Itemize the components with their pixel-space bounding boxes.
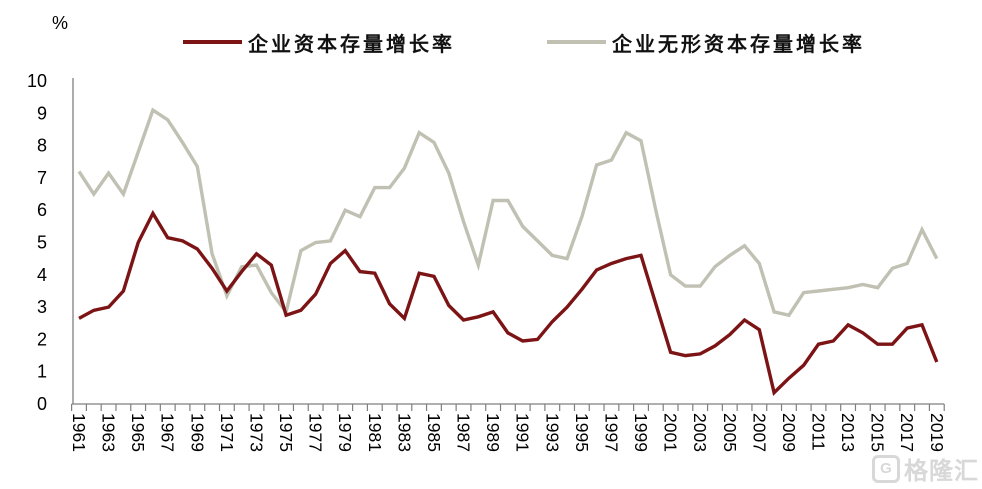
legend-label-capital-stock: 企业资本存量增长率 xyxy=(248,33,455,56)
series-line-capital-stock xyxy=(78,209,939,397)
x-axis-tick-label: 1987 xyxy=(454,413,474,452)
watermark-logo-icon: G xyxy=(872,454,900,483)
x-axis-tick-label: 2015 xyxy=(868,413,888,452)
x-axis-tick-label: 1973 xyxy=(246,413,266,452)
x-axis-tick-label: 1965 xyxy=(128,413,148,452)
y-axis-tick-label: 7 xyxy=(37,168,47,188)
y-axis-tick-label: 3 xyxy=(37,297,47,317)
legend: 企业资本存量增长率 企业无形资本存量增长率 xyxy=(0,26,982,58)
watermark-text: 格隆汇 xyxy=(904,458,979,485)
x-axis-tick-label: 1993 xyxy=(542,413,562,452)
x-axis-tick-label: 1983 xyxy=(394,413,414,452)
y-axis-tick-label: 6 xyxy=(37,200,47,220)
x-axis-tick-label: 2007 xyxy=(749,413,769,452)
x-axis-tick-label: 2017 xyxy=(897,413,917,452)
x-axis-tick-label: 1981 xyxy=(365,413,385,452)
y-axis-tick-label: 5 xyxy=(37,233,47,253)
x-axis-tick-label: 1967 xyxy=(158,413,178,452)
watermark: G 格隆汇 xyxy=(872,451,979,486)
y-axis-tick-label: 4 xyxy=(37,265,47,285)
x-axis-tick-label: 2009 xyxy=(779,413,799,452)
y-axis-tick-label: 8 xyxy=(37,136,47,156)
x-axis-tick-label: 1969 xyxy=(187,413,207,452)
legend-line-swatch-capital-stock xyxy=(183,40,242,44)
legend-label-intangible-capital-stock: 企业无形资本存量增长率 xyxy=(612,33,865,56)
x-axis-tick-label: 1999 xyxy=(631,413,651,452)
x-axis-tick-label: 1995 xyxy=(572,413,592,452)
x-axis-tick-label: 1975 xyxy=(276,413,296,452)
x-axis-tick-label: 1989 xyxy=(483,413,503,452)
x-axis-tick-label: 1991 xyxy=(513,413,533,452)
legend-item-capital-stock: 企业资本存量增长率 xyxy=(183,26,455,58)
legend-line-swatch-intangible-capital-stock xyxy=(547,40,606,44)
y-axis-tick-label: 2 xyxy=(37,329,47,349)
y-axis-unit-label: % xyxy=(52,13,69,33)
x-axis-tick-label: 1977 xyxy=(306,413,326,452)
x-axis-tick-label: 1961 xyxy=(69,413,89,452)
x-axis-tick-label: 2003 xyxy=(690,413,710,452)
y-axis-tick-label: 10 xyxy=(27,71,47,91)
series-line-intangible-capital-stock xyxy=(77,107,939,318)
y-axis-tick-label: 9 xyxy=(37,103,47,123)
x-axis-tick-label: 1971 xyxy=(217,413,237,452)
x-axis-tick-label: 2005 xyxy=(720,413,740,452)
x-axis-tick-label: 2019 xyxy=(927,413,947,452)
x-axis-tick-label: 2011 xyxy=(809,413,829,451)
x-axis-tick-label: 1979 xyxy=(335,413,355,452)
legend-item-intangible-capital-stock: 企业无形资本存量增长率 xyxy=(547,26,865,58)
x-axis-tick-label: 2013 xyxy=(838,413,858,452)
x-axis-tick-label: 1963 xyxy=(99,413,119,452)
x-axis-tick-label: 1997 xyxy=(601,413,621,452)
y-axis-tick-label: 1 xyxy=(37,362,47,382)
x-axis-tick-label: 2001 xyxy=(661,413,681,452)
y-axis-tick-label: 0 xyxy=(37,394,47,414)
x-axis-tick-label: 1985 xyxy=(424,413,444,452)
